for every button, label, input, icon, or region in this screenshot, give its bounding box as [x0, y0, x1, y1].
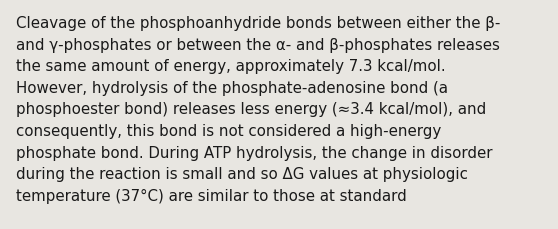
- Text: Cleavage of the phosphoanhydride bonds between either the β-
and γ-phosphates or: Cleavage of the phosphoanhydride bonds b…: [16, 16, 501, 203]
